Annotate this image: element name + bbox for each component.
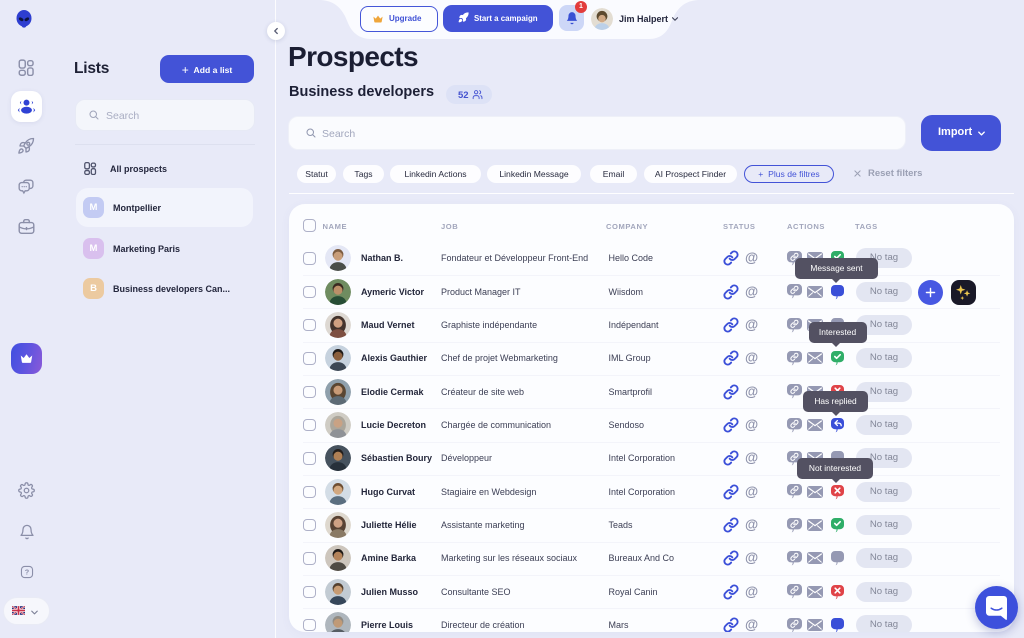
svg-text:?: ? (25, 568, 30, 577)
